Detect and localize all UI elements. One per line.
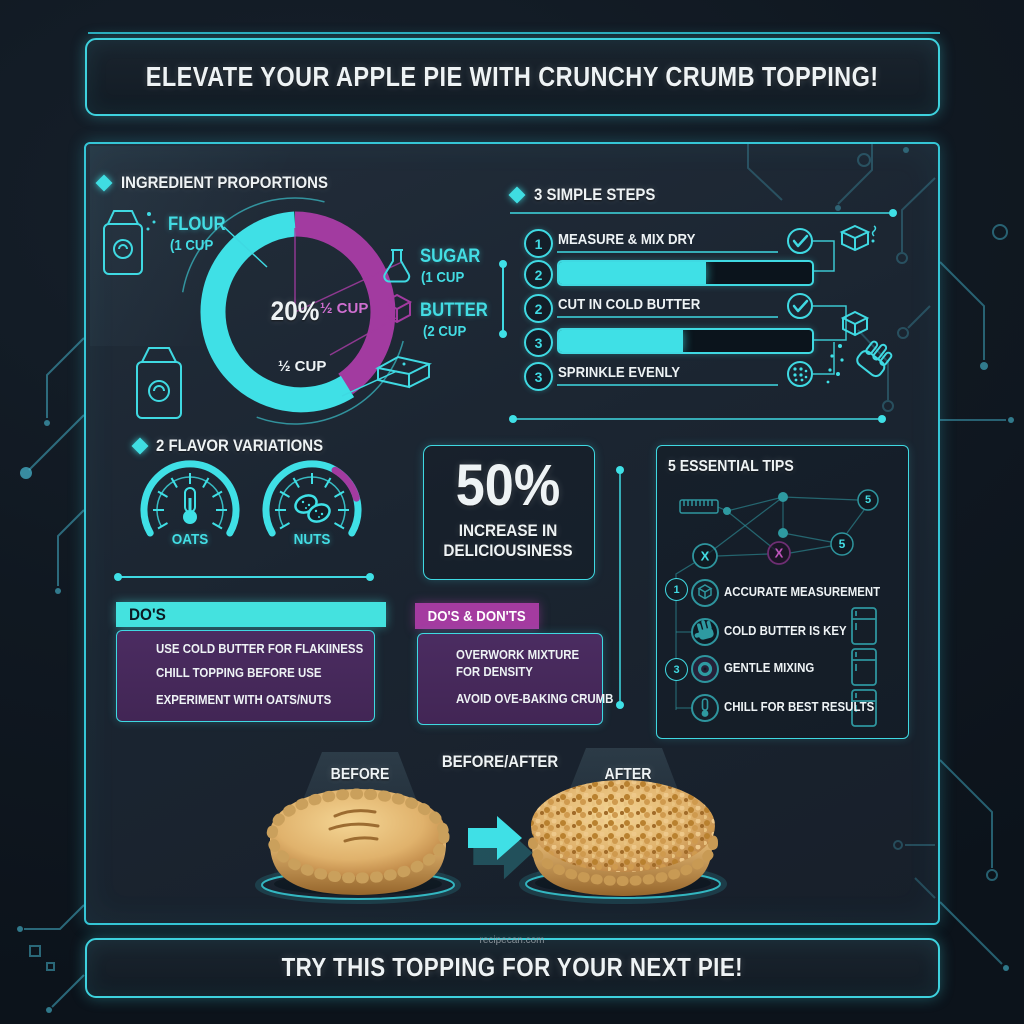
stat-line1: INCREASE IN — [458, 521, 558, 540]
dos-donts-panel — [417, 633, 603, 725]
tip-rail-number-3: 3 — [665, 658, 688, 681]
step-label: MEASURE & MIX DRY — [558, 231, 696, 248]
tips-heading: 5 ESSENTIAL TIPS — [668, 458, 794, 475]
step-number: 3 — [524, 362, 553, 391]
tip-item: ACCURATE MEASUREMENT — [724, 584, 881, 599]
top-banner: ELEVATE YOUR APPLE PIE WITH CRUNCHY CRUM… — [85, 38, 940, 116]
bottom-banner: TRY THIS TOPPING FOR YOUR NEXT PIE! — [85, 938, 940, 998]
stat-box — [423, 445, 595, 580]
dos-panel — [116, 630, 375, 722]
progress-fill — [559, 262, 706, 284]
node-label-xb: X — [774, 545, 784, 561]
dos-item: USE COLD BUTTER FOR FLAKIINESS — [156, 641, 364, 656]
butter-amount: (2 CUP — [423, 323, 467, 340]
tip-item: CHILL FOR BEST RESULTS — [724, 699, 875, 714]
tip-item: GENTLE MIXING — [724, 660, 815, 675]
sugar-amount: (1 CUP — [421, 269, 465, 286]
tips-box — [656, 445, 909, 739]
circuit-decor-left — [17, 337, 85, 1013]
node-label-5a: 5 — [864, 494, 872, 506]
step-label: CUT IN COLD BUTTER — [558, 296, 701, 313]
before-label: BEFORE — [330, 766, 390, 783]
sugar-label: SUGAR — [420, 246, 481, 267]
dos-header: DO'S — [116, 602, 386, 627]
step-number: 3 — [524, 328, 553, 357]
before-after-label: BEFORE/AFTER — [441, 752, 559, 771]
step-number: 2 — [524, 260, 553, 289]
dont-item-line2: FOR DENSITY — [456, 664, 533, 679]
dos-donts-header: DO'S & DON'TS — [415, 603, 539, 629]
step-number: 2 — [524, 294, 553, 323]
ingredients-heading: INGREDIENT PROPORTIONS — [121, 173, 328, 192]
stat-value: 50% — [455, 453, 561, 518]
step-number: 1 — [524, 229, 553, 258]
node-label-5b: 5 — [838, 537, 846, 551]
dos-donts-header-label: DO'S & DON'TS — [428, 607, 526, 625]
progress-bar — [557, 260, 814, 286]
node-label-xa: X — [700, 548, 710, 564]
progress-bar — [557, 328, 814, 354]
dos-item: EXPERIMENT WITH OATS/NUTS — [156, 692, 332, 707]
watermark: recipecan.com — [479, 935, 545, 946]
dos-item: CHILL TOPPING BEFORE USE — [156, 665, 322, 680]
gauge-label-nuts: NUTS — [293, 531, 331, 548]
donut-center-value: 20% — [270, 296, 320, 326]
slice-label-magenta: ½ CUP — [320, 300, 369, 317]
tip-rail-number-1: 1 — [665, 578, 688, 601]
flour-label: FLOUR — [168, 214, 226, 235]
tip-item: COLD BUTTER IS KEY — [724, 623, 847, 638]
footer-title: TRY THIS TOPPING FOR YOUR NEXT PIE! — [281, 952, 744, 983]
progress-fill — [559, 330, 683, 352]
flour-amount: (1 CUP — [170, 237, 214, 254]
stat-line2: DELICIOUSINESS — [443, 541, 573, 560]
dont-item-line1: OVERWORK MIXTURE — [456, 647, 580, 662]
main-title: ELEVATE YOUR APPLE PIE WITH CRUNCHY CRUM… — [146, 60, 879, 92]
step-label: SPRINKLE EVENLY — [558, 364, 681, 381]
dos-header-label: DO'S — [129, 604, 166, 624]
flavors-heading: 2 FLAVOR VARIATIONS — [156, 436, 324, 455]
dont-item: AVOID OVE-BAKING CRUMB — [456, 691, 614, 706]
steps-heading: 3 SIMPLE STEPS — [534, 185, 656, 204]
slice-label-cyan: ½ CUP — [278, 358, 327, 375]
circuit-decor-right — [939, 224, 1014, 971]
after-label: AFTER — [604, 766, 652, 783]
butter-label: BUTTER — [420, 300, 488, 321]
gauge-label-oats: OATS — [171, 531, 209, 548]
